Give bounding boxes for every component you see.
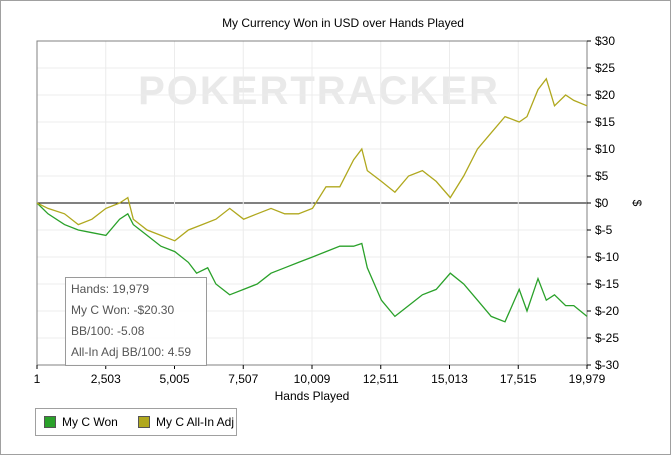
y-tick-label: $5: [595, 169, 609, 183]
hover-tooltip: Hands: 19,979 My C Won: -$20.30 BB/100: …: [65, 277, 207, 366]
tooltip-hands: Hands: 19,979: [71, 282, 150, 296]
x-tick-label: 5,005: [159, 372, 189, 386]
legend-label-won: My C Won: [62, 415, 118, 429]
y-tick-label: $-25: [595, 331, 619, 345]
legend-label-allin: My C All-In Adj: [156, 415, 235, 429]
x-tick-label: 1: [34, 372, 41, 386]
series-line-my-c-all-in-adj: [36, 77, 588, 242]
y-axis-label: $: [630, 200, 644, 207]
y-tick-label: $15: [595, 115, 615, 129]
x-axis: 1 2,503 5,005 7,507 10,009 12,511 15,013 17,515…: [34, 365, 606, 386]
y-tick-label: $20: [595, 88, 615, 102]
y-tick-label: $-15: [595, 277, 619, 291]
y-axis: $30 $25 $20 $15 $10 $5 $0 $-5 $-10 $-15 $-20 $-25 $-…: [587, 34, 619, 372]
legend: My C Won My C All-In Adj: [35, 408, 237, 436]
y-tick-label: $-20: [595, 304, 619, 318]
y-tick-label: $0: [595, 196, 609, 210]
tooltip-won: My C Won: -$20.30: [71, 303, 175, 317]
tooltip-allin-bb100: All-In Adj BB/100: 4.59: [71, 345, 192, 359]
x-tick-label: 10,009: [294, 372, 331, 386]
watermark: POKERTRACKER: [138, 69, 500, 113]
y-tick-label: $-5: [595, 223, 613, 237]
y-tick-label: $-10: [595, 250, 619, 264]
series-line-my-c-won: [36, 202, 588, 323]
y-tick-label: $10: [595, 142, 615, 156]
y-tick-label: $-30: [595, 358, 619, 372]
x-tick-label: 15,013: [431, 372, 468, 386]
x-tick-label: 7,507: [228, 372, 258, 386]
series-group: [36, 77, 588, 323]
x-tick-label: 17,515: [500, 372, 537, 386]
legend-swatch-allin: [138, 416, 150, 428]
x-tick-label: 19,979: [569, 372, 606, 386]
legend-item-allin[interactable]: My C All-In Adj: [138, 415, 234, 429]
legend-swatch-won: [44, 416, 56, 428]
x-tick-label: 12,511: [363, 372, 399, 386]
tooltip-bb100: BB/100: -5.08: [71, 324, 145, 338]
x-axis-label: Hands Played: [275, 389, 350, 403]
x-tick-label: 2,503: [91, 372, 121, 386]
y-tick-label: $30: [595, 34, 615, 48]
chart-title: My Currency Won in USD over Hands Played: [222, 16, 464, 30]
y-tick-label: $25: [595, 61, 615, 75]
legend-item-won[interactable]: My C Won: [44, 415, 118, 429]
